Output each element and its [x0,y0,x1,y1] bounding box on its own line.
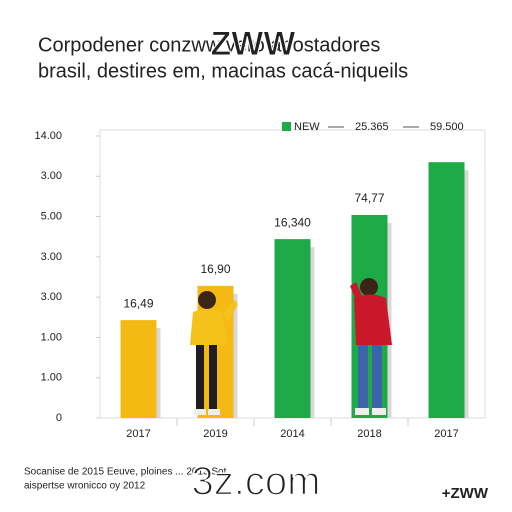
legend-swatch [282,122,291,131]
data-annotation: 16,49 [123,296,153,310]
title-line: brasil, destires em, macinas cacá-niquei… [38,60,408,82]
data-annotation: 74,77 [354,191,384,205]
brand: +ZWW [442,485,489,502]
bar [274,239,311,418]
y-tick-label: 0 [56,412,62,424]
person-left [190,291,238,415]
y-tick-label: 3.00 [41,291,62,303]
bar [120,320,157,418]
footnote: Socanise de 2015 Eeuve, ploines ... 2013… [24,467,227,478]
person-right [350,278,392,415]
x-tick-label: 2017 [434,428,458,440]
x-tick-label: 2014 [280,428,304,440]
site-watermark: 3z.com [192,460,321,504]
y-tick-label: 14.00 [34,130,62,142]
data-annotation: 16,90 [200,262,230,276]
x-tick-label: 2017 [126,428,150,440]
y-tick-label: 1.00 [41,372,62,384]
legend-label: NEW [294,121,320,133]
x-tick-label: 2019 [203,428,227,440]
data-annotation: 16,340 [274,215,311,229]
y-tick-label: 3.00 [41,251,62,263]
title-line: Corpodener conzww vero apostadores [38,34,380,56]
x-tick-label: 2018 [357,428,381,440]
watermark: ZWW [211,25,297,63]
y-tick-label: 5.00 [41,210,62,222]
bar [428,162,465,418]
footnote: aispertse wronicco oy 2012 [24,481,146,492]
y-tick-label: 1.00 [41,331,62,343]
y-tick-label: 3.00 [41,170,62,182]
legend-label: 59.500 [430,121,464,133]
legend-label: 25.365 [355,121,389,133]
